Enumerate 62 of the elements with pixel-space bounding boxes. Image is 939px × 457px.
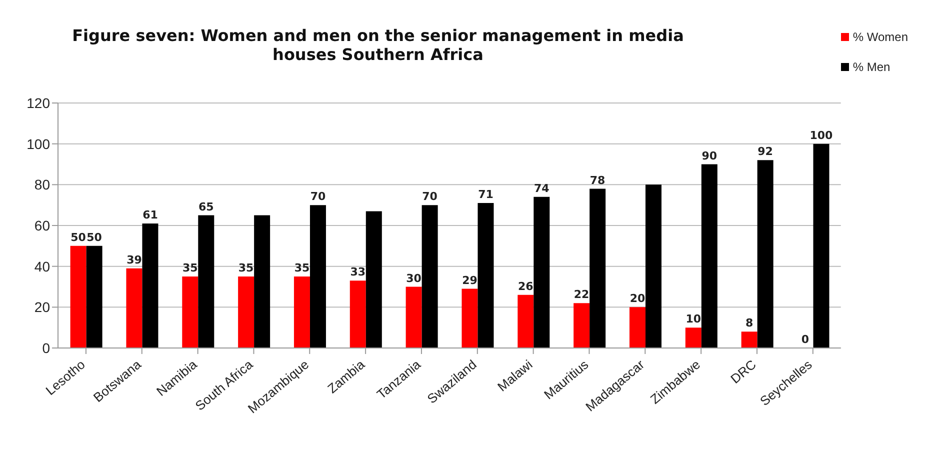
data-label: 39 [126, 253, 142, 266]
bar [366, 211, 382, 348]
bar [182, 276, 198, 348]
data-label: 90 [702, 149, 718, 162]
bar [254, 215, 270, 348]
data-label: 92 [758, 145, 773, 158]
bar [701, 164, 718, 348]
bar [685, 328, 702, 348]
y-tick-label: 60 [34, 217, 50, 234]
bar [741, 332, 758, 348]
y-tick-label: 100 [26, 136, 50, 152]
y-tick-label: 40 [34, 258, 50, 274]
bar [238, 276, 254, 348]
bar [462, 288, 478, 348]
bar [310, 205, 326, 348]
bar [350, 280, 366, 348]
data-label: 0 [801, 333, 810, 346]
data-label: 35 [182, 262, 198, 275]
bar [629, 307, 646, 348]
legend-label: % Men [852, 59, 892, 76]
bar [86, 246, 102, 348]
y-tick-label: 20 [34, 299, 50, 316]
data-label: 78 [590, 174, 606, 187]
y-tick-label: 80 [34, 176, 50, 193]
data-label: 33 [350, 266, 366, 279]
data-label: 71 [478, 188, 494, 202]
bar [198, 215, 214, 348]
bar [518, 294, 534, 348]
data-label: 20 [630, 292, 646, 306]
bar [142, 223, 158, 348]
bar [70, 246, 86, 348]
bar [645, 184, 662, 348]
legend-label: % Women [852, 29, 908, 46]
bar [590, 188, 606, 348]
data-label: 61 [142, 208, 158, 222]
data-label: 8 [745, 316, 754, 330]
data-label: 50 [70, 230, 86, 244]
y-tick-label: 0 [42, 340, 50, 356]
data-label: 35 [238, 262, 254, 275]
data-label: 100 [810, 128, 834, 142]
bar [422, 205, 438, 348]
bar [574, 303, 590, 348]
data-label: 30 [406, 272, 422, 285]
data-label: 10 [686, 312, 702, 326]
bar [478, 203, 494, 348]
data-label: 35 [294, 262, 310, 275]
bar [534, 196, 550, 348]
bar [294, 276, 310, 348]
data-label: 74 [534, 182, 550, 195]
data-label: 70 [422, 190, 438, 204]
bar [126, 268, 142, 348]
data-label: 26 [518, 280, 534, 293]
data-label: 50 [86, 230, 102, 244]
chart-title: Figure seven: Women and men on the senior management in media houses Southern Africa [71, 26, 685, 64]
bar [813, 144, 830, 348]
data-label: 65 [198, 200, 214, 214]
y-tick-label: 120 [26, 94, 50, 111]
data-label: 70 [310, 190, 326, 204]
data-label: 22 [574, 288, 590, 302]
bar [406, 286, 422, 348]
data-label: 29 [462, 274, 478, 287]
bar [757, 160, 774, 348]
